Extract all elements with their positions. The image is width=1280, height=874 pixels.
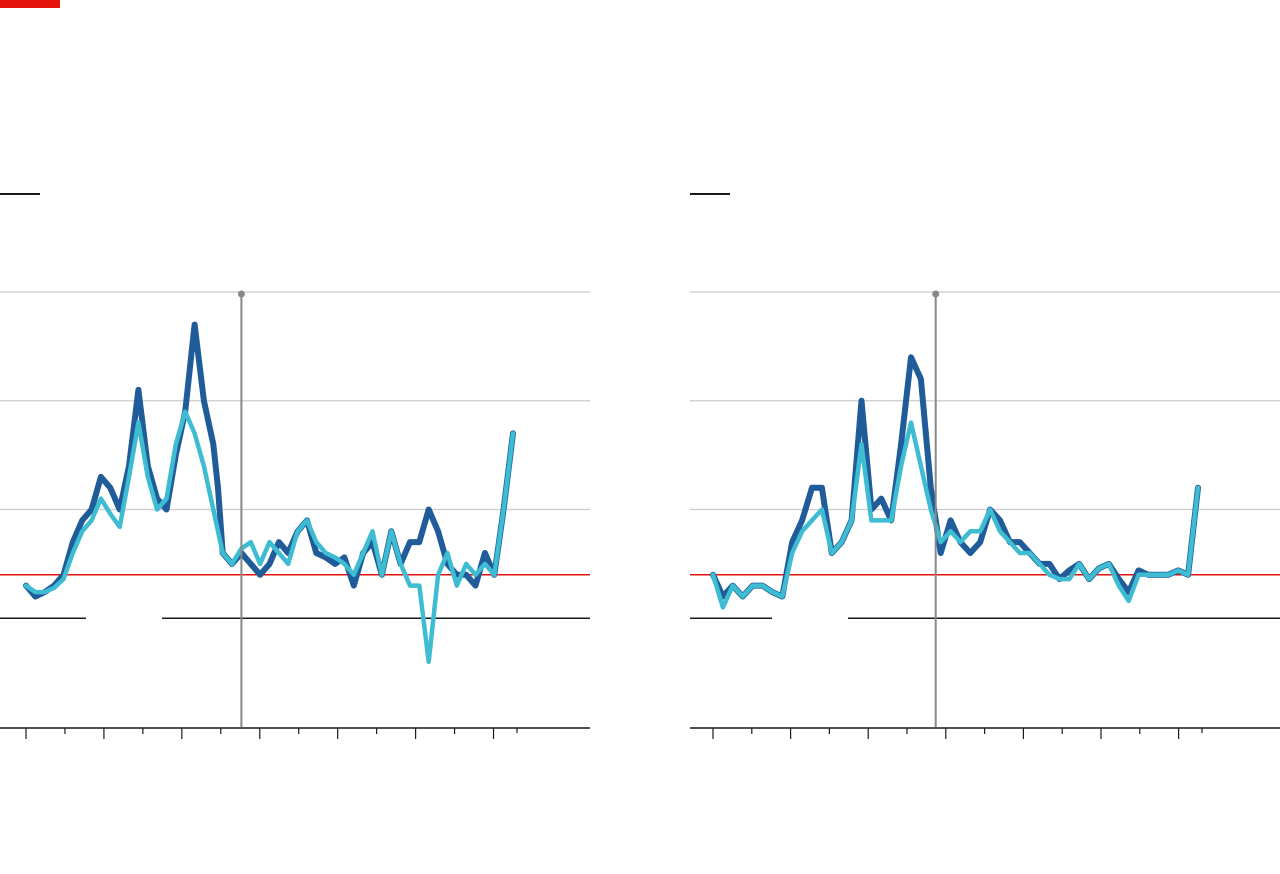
chart-panel-left bbox=[0, 193, 590, 739]
reference-lines bbox=[0, 573, 590, 619]
event-marker-dot bbox=[932, 290, 940, 298]
gridlines bbox=[0, 291, 590, 511]
event-marker bbox=[932, 290, 940, 727]
series-lines bbox=[23, 321, 516, 665]
brand-accent-bar bbox=[0, 0, 60, 8]
event-marker-dot bbox=[237, 290, 245, 298]
series-line-2 bbox=[23, 409, 516, 665]
chart-panel-right bbox=[690, 193, 1280, 739]
series-line-1 bbox=[23, 321, 516, 600]
event-marker bbox=[237, 290, 245, 727]
gridlines bbox=[690, 291, 1280, 511]
x-axis bbox=[690, 727, 1280, 739]
series-line-1 bbox=[710, 354, 1201, 600]
series-lines bbox=[710, 354, 1201, 610]
x-axis bbox=[0, 727, 590, 739]
series-line-2 bbox=[710, 420, 1201, 610]
